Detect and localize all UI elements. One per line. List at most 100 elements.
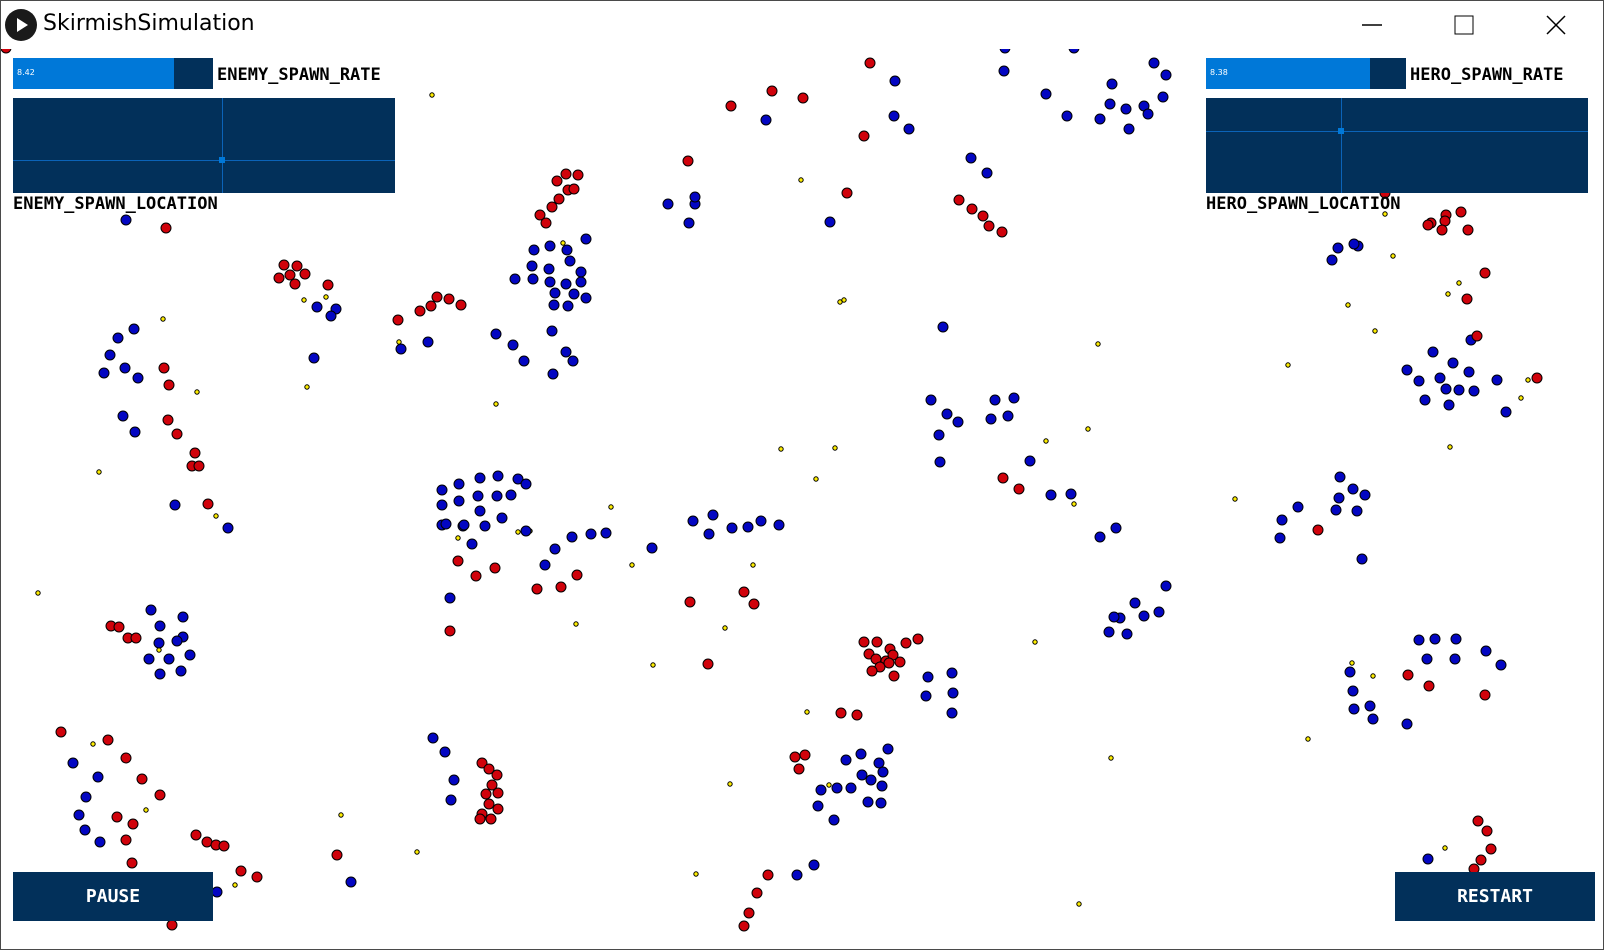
enemy-unit	[1462, 224, 1474, 236]
minimize-icon	[1362, 24, 1382, 26]
enemy-unit	[953, 194, 965, 206]
enemy-unit	[444, 625, 456, 637]
enemy-unit	[797, 92, 809, 104]
hero-unit	[98, 367, 110, 379]
hero-unit	[1106, 78, 1118, 90]
hero-unit	[491, 490, 503, 502]
hero-unit	[1121, 628, 1133, 640]
hero-unit	[575, 266, 587, 278]
hero-unit	[1413, 375, 1425, 387]
enemy-unit	[322, 279, 334, 291]
hero-pad-crosshair-v	[1341, 98, 1342, 193]
hero-unit	[1123, 123, 1135, 135]
enemy-pad-handle[interactable]	[219, 157, 225, 163]
food-pellet	[832, 445, 838, 451]
hero-spawn-location-pad[interactable]	[1206, 98, 1588, 193]
hero-unit	[1330, 504, 1342, 516]
enemy-unit	[738, 920, 750, 932]
minimize-button[interactable]	[1349, 1, 1395, 49]
food-pellet	[727, 781, 733, 787]
food-pellet	[1442, 845, 1448, 851]
enemy-unit	[113, 621, 125, 633]
food-pellet	[1349, 660, 1355, 666]
hero-unit	[703, 528, 715, 540]
maximize-icon	[1454, 15, 1474, 35]
enemy-unit	[289, 278, 301, 290]
food-pellet	[143, 807, 149, 813]
enemy-unit	[452, 555, 464, 567]
hero-pad-handle[interactable]	[1338, 128, 1344, 134]
food-pellet	[304, 384, 310, 390]
hero-unit	[985, 413, 997, 425]
enemy-unit	[486, 779, 498, 791]
hero-unit	[544, 276, 556, 288]
enemy-unit	[841, 187, 853, 199]
hero-unit	[520, 525, 532, 537]
hero-unit	[546, 325, 558, 337]
hero-unit	[169, 499, 181, 511]
hero-unit	[549, 287, 561, 299]
food-pellet	[35, 590, 41, 596]
enemy-unit	[480, 788, 492, 800]
pause-button[interactable]: PAUSE	[13, 872, 213, 921]
hero-spawn-rate-slider[interactable]: 8.38	[1206, 58, 1406, 89]
enemy-unit	[682, 155, 694, 167]
food-pellet	[750, 562, 756, 568]
hero-unit	[119, 362, 131, 374]
restart-button[interactable]: RESTART	[1395, 872, 1595, 921]
hero-unit	[1401, 718, 1413, 730]
hero-unit	[1292, 501, 1304, 513]
enemy-unit	[835, 707, 847, 719]
hero-unit	[933, 429, 945, 441]
hero-unit	[345, 876, 357, 888]
food-pellet	[1076, 901, 1082, 907]
enemy-unit	[190, 829, 202, 841]
hero-unit	[490, 328, 502, 340]
simulation-canvas[interactable]: 8.42 ENEMY_SPAWN_RATE ENEMY_SPAWN_LOCATI…	[1, 49, 1603, 949]
hero-unit	[509, 273, 521, 285]
enemy-unit	[120, 834, 132, 846]
food-pellet	[1108, 755, 1114, 761]
enemy-spawn-rate-slider[interactable]: 8.42	[13, 58, 213, 89]
close-button[interactable]	[1533, 1, 1579, 49]
enemy-pad-crosshair-h	[13, 160, 395, 161]
hero-unit	[999, 49, 1011, 54]
enemy-unit	[189, 447, 201, 459]
hero-unit	[561, 244, 573, 256]
hero-unit	[1347, 483, 1359, 495]
hero-unit	[683, 217, 695, 229]
food-pellet	[573, 621, 579, 627]
enemy-spawn-location-pad[interactable]	[13, 98, 395, 193]
hero-unit	[925, 394, 937, 406]
enemy-unit	[455, 299, 467, 311]
food-pellet	[1370, 673, 1376, 679]
food-pellet	[826, 782, 832, 788]
food-pellet	[1345, 302, 1351, 308]
hero-unit	[1443, 399, 1455, 411]
hero-unit	[1120, 103, 1132, 115]
enemy-unit	[154, 789, 166, 801]
hero-unit	[171, 635, 183, 647]
enemy-unit	[883, 657, 895, 669]
maximize-button[interactable]	[1441, 1, 1487, 49]
hero-unit	[1348, 703, 1360, 715]
enemy-unit	[483, 798, 495, 810]
hero-unit	[507, 339, 519, 351]
hero-unit	[946, 667, 958, 679]
food-pellet	[301, 297, 307, 303]
enemy-unit	[474, 813, 486, 825]
hero-unit	[154, 668, 166, 680]
food-pellet	[194, 389, 200, 395]
hero-unit	[845, 782, 857, 794]
hero-unit	[1276, 514, 1288, 526]
hero-unit	[1333, 492, 1345, 504]
enemy-unit	[55, 726, 67, 738]
hero-unit	[308, 352, 320, 364]
enemy-unit	[130, 632, 142, 644]
food-pellet	[1232, 496, 1238, 502]
enemy-unit	[492, 803, 504, 815]
hero-unit	[154, 620, 166, 632]
enemy-unit	[425, 300, 437, 312]
enemy-unit	[1312, 524, 1324, 536]
hero-unit	[1142, 108, 1154, 120]
